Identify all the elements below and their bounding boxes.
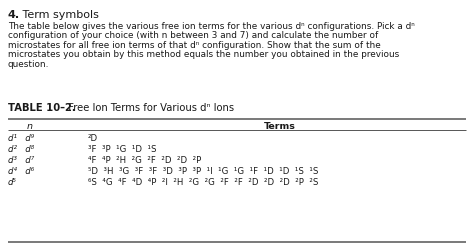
Text: configuration of your choice (with n between 3 and 7) and calculate the number o: configuration of your choice (with n bet… [8, 32, 378, 40]
Text: ⁶S  ⁴G  ⁴F  ⁴D  ⁴P  ²I  ²H  ²G  ²G  ²F  ²F  ²D  ²D  ²D  ²P  ²S: ⁶S ⁴G ⁴F ⁴D ⁴P ²I ²H ²G ²G ²F ²F ²D ²D ²… [88, 178, 319, 187]
Text: 4.: 4. [8, 10, 20, 20]
Text: The table below gives the various free ion terms for the various dⁿ configuratio: The table below gives the various free i… [8, 22, 415, 31]
Text: microstates for all free ion terms of that dⁿ configuration. Show that the sum o: microstates for all free ion terms of th… [8, 41, 381, 50]
Text: question.: question. [8, 60, 49, 69]
Text: ⁵D  ³H  ³G  ³F  ³F  ³D  ³P  ³P  ¹I  ¹G  ¹G  ¹F  ¹D  ¹D  ¹S  ¹S: ⁵D ³H ³G ³F ³F ³D ³P ³P ¹I ¹G ¹G ¹F ¹D ¹… [88, 167, 319, 176]
Text: TABLE 10–2.: TABLE 10–2. [8, 103, 76, 113]
Text: Terms: Terms [264, 122, 296, 131]
Text: d³   d⁷: d³ d⁷ [8, 156, 34, 165]
Text: d¹   d⁹: d¹ d⁹ [8, 134, 34, 143]
Text: Free Ion Terms for Various dⁿ Ions: Free Ion Terms for Various dⁿ Ions [62, 103, 234, 113]
Text: ⁴F  ⁴P  ²H  ²G  ²F  ²D  ²D  ²P: ⁴F ⁴P ²H ²G ²F ²D ²D ²P [88, 156, 201, 165]
Text: Term symbols: Term symbols [19, 10, 99, 20]
Text: microstates you obtain by this method equals the number you obtained in the prev: microstates you obtain by this method eq… [8, 50, 399, 60]
Text: d²   d⁸: d² d⁸ [8, 145, 34, 154]
Text: d⁴   d⁶: d⁴ d⁶ [8, 167, 34, 176]
Text: ²D: ²D [88, 134, 98, 143]
Text: n: n [27, 122, 33, 131]
Text: d⁵: d⁵ [8, 178, 17, 187]
Text: ³F  ³P  ¹G  ¹D  ¹S: ³F ³P ¹G ¹D ¹S [88, 145, 156, 154]
